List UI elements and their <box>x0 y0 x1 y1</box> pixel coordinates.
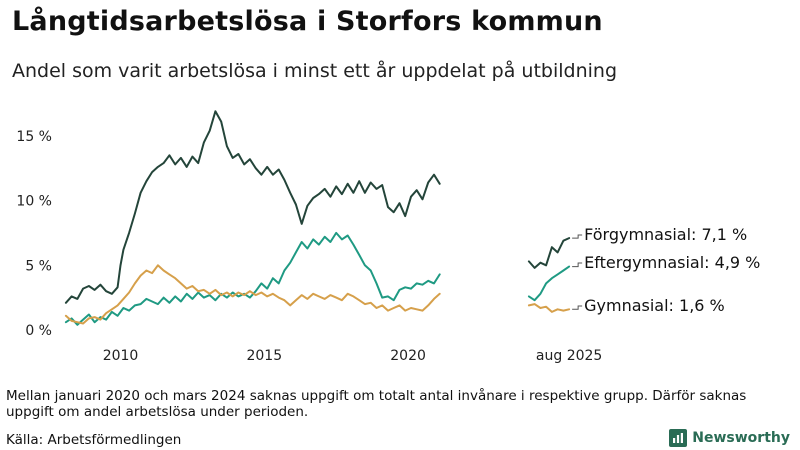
series-line-gymnasial-segment-1 <box>527 303 571 313</box>
chart-title: Långtidsarbetslösa i Storfors kommun <box>12 6 603 37</box>
x-tick-label-0: 2010 <box>103 348 139 364</box>
leader-line-gymnasial <box>572 305 583 310</box>
series-lines <box>64 110 571 326</box>
series-label-eftergymnasial: Eftergymnasial: 4,9 % <box>584 253 760 272</box>
footnote: Mellan januari 2020 och mars 2024 saknas… <box>6 388 747 420</box>
y-tick-label-0: 0 % <box>25 323 52 339</box>
newsworthy-brand[interactable]: Newsworthy <box>669 429 790 447</box>
x-axis: 2010 2015 2020 aug 2025 <box>103 348 603 364</box>
y-tick-label-1: 5 % <box>25 258 52 274</box>
leader-line-förgymnasial <box>572 234 583 239</box>
series-label-gymnasial: Gymnasial: 1,6 % <box>584 296 725 315</box>
series-line-förgymnasial-segment-0 <box>64 110 441 304</box>
leader-line-eftergymnasial <box>572 262 583 268</box>
line-chart: 0 % 5 % 10 % 15 % 2010 2015 2020 aug 2025 Förg… <box>16 110 760 364</box>
brand-name: Newsworthy <box>692 430 790 446</box>
y-tick-label-2: 10 % <box>16 194 52 210</box>
x-tick-label-1: 2015 <box>246 348 282 364</box>
source-text: Källa: Arbetsförmedlingen <box>6 432 182 448</box>
chart-subtitle: Andel som varit arbetslösa i minst ett å… <box>12 60 618 82</box>
y-axis: 0 % 5 % 10 % 15 % <box>16 129 52 339</box>
series-line-gymnasial-segment-0 <box>64 264 441 325</box>
series-label-förgymnasial: Förgymnasial: 7,1 % <box>584 225 747 244</box>
series-line-eftergymnasial-segment-0 <box>64 231 441 326</box>
series-line-eftergymnasial-segment-1 <box>527 265 571 302</box>
x-tick-label-2: 2020 <box>390 348 426 364</box>
y-tick-label-3: 15 % <box>16 129 52 145</box>
series-line-förgymnasial-segment-1 <box>527 237 571 269</box>
x-tick-label-3: aug 2025 <box>536 348 602 364</box>
newsworthy-logo-icon <box>669 429 688 447</box>
series-labels: Förgymnasial: 7,1 % Eftergymnasial: 4,9 %… <box>572 225 760 315</box>
